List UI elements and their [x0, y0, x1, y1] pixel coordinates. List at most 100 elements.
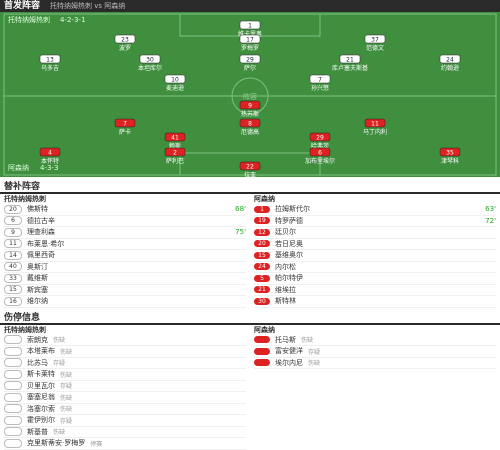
injury-row: 托马斯 伤缺	[254, 335, 496, 346]
player-number: 21	[346, 57, 354, 64]
player-name: 热苏斯	[241, 110, 259, 118]
sub-number: 5	[254, 274, 270, 282]
sub-name: 理查利森	[27, 228, 55, 237]
player-name: 孙兴慜	[311, 84, 329, 92]
sub-number: 9	[4, 227, 22, 237]
sub-name: 基维奥尔	[275, 251, 303, 260]
sub-name: 斯特林	[275, 297, 296, 306]
player-shirt	[139, 54, 161, 64]
player-name: 津琴科	[441, 157, 459, 165]
player-shirt	[239, 54, 261, 64]
player-shirt	[239, 161, 261, 171]
injury-status: 伤缺	[53, 429, 66, 437]
injury-name: 贝里瓦尔	[27, 381, 55, 390]
player-number: 29	[246, 57, 254, 64]
player-shirt	[364, 118, 386, 128]
player-number: 1	[248, 23, 252, 30]
injury-row: 富安健洋 存疑	[254, 346, 496, 358]
player-number: 17	[246, 37, 254, 44]
injury-name: 比苏马	[27, 358, 48, 367]
pitch-lines	[3, 13, 497, 176]
player-shirt	[239, 100, 261, 110]
player-name: 范德文	[366, 44, 384, 52]
player-number: 2	[173, 150, 177, 157]
player-shirt	[114, 118, 136, 128]
player-number: 37	[371, 37, 379, 44]
injury-icon	[4, 335, 22, 345]
injuries-title: 伤停信息	[0, 308, 500, 325]
player-name: 赖斯	[169, 142, 181, 150]
player-shirt	[39, 147, 61, 157]
sub-number: 20	[4, 204, 22, 214]
injury-name: 斯卡莱特	[27, 370, 55, 379]
injuries: 托特纳姆热刺 索朗克 伤缺 本塔莱布 伤缺 比苏马 存疑 斯卡莱特 伤缺 贝里瓦尔 存疑 塞塞尼翁 伤缺…	[0, 325, 500, 450]
injury-row: 比苏马 存疑	[4, 358, 246, 369]
sub-name: 戴维斯	[27, 274, 48, 283]
injury-icon	[4, 438, 22, 448]
injury-icon	[4, 427, 22, 437]
player-number: 30	[146, 57, 154, 64]
injury-name: 富安健洋	[275, 347, 303, 356]
sub-row: 14 佩里西奇	[4, 250, 246, 262]
player-number: 4	[48, 150, 52, 157]
injury-row: 贝里瓦尔 存疑	[4, 381, 246, 392]
sub-number: 30	[254, 297, 270, 305]
injury-column: 托特纳姆热刺 索朗克 伤缺 本塔莱布 伤缺 比苏马 存疑 斯卡莱特 伤缺 贝里瓦尔 存疑 塞塞尼翁 伤缺…	[0, 325, 250, 450]
sub-number: 33	[4, 273, 22, 283]
player-name: 马丁内利	[363, 128, 387, 136]
title: 首发阵容	[4, 1, 41, 11]
subtitle: 托特纳姆热刺 vs 阿森纳	[50, 2, 126, 10]
player-shirt	[239, 34, 261, 44]
player-name: 厄德高	[241, 128, 259, 136]
player-name: 本怀特	[41, 157, 59, 165]
player-name: 波罗	[119, 44, 131, 52]
injury-status: 伤缺	[301, 337, 314, 345]
sub-note: 72'	[485, 216, 496, 225]
injury-icon	[254, 347, 270, 355]
sub-name: 德拉古辛	[27, 216, 55, 225]
away-formation: 4-3-3	[40, 164, 58, 172]
injury-icon	[4, 358, 22, 368]
injury-status: 存疑	[53, 360, 66, 368]
player-name: 维卡里奥	[238, 30, 262, 38]
team-name: 托特纳姆热刺	[4, 195, 46, 203]
center-label: 阵容	[243, 92, 257, 101]
player-number: 13	[46, 57, 54, 64]
player-name: 哈弗茨	[311, 142, 329, 150]
player-shirt	[339, 54, 361, 64]
injury-name: 埃尔内尼	[275, 358, 303, 367]
injury-icon	[4, 369, 22, 379]
sub-name: 特罗萨德	[275, 216, 303, 225]
player-number: 22	[246, 164, 254, 171]
team-name: 托特纳姆热刺	[4, 325, 46, 334]
player-number: 35	[446, 150, 454, 157]
sub-row: 1 拉姆斯代尔 63'	[254, 204, 496, 216]
injury-status: 伤缺	[60, 348, 73, 356]
player-shirt	[239, 20, 261, 30]
player-shirt	[164, 74, 186, 84]
sub-name: 奥斯汀	[27, 262, 48, 271]
sub-name: 维尔纳	[27, 297, 48, 306]
sub-row: 19 特罗萨德 72'	[254, 216, 496, 227]
injury-name: 斯基普	[27, 427, 48, 436]
sub-row: 11 布莱恩·希尔	[4, 239, 246, 250]
injury-row: 斯基普 伤缺	[4, 427, 246, 438]
home-team: 托特纳姆热刺	[8, 15, 50, 24]
player-number: 9	[248, 103, 252, 110]
injury-icon	[4, 346, 22, 356]
player-name: 本坦库尔	[138, 64, 162, 72]
subs-title: 替补阵容	[0, 177, 500, 194]
player-number: 7	[318, 77, 322, 84]
sub-row: 15 斯宾塞	[4, 285, 246, 296]
team-name: 阿森纳	[254, 195, 275, 203]
player-number: 7	[123, 121, 127, 128]
player-name: 萨尔	[244, 64, 256, 72]
player-name: 约翰逊	[441, 64, 459, 72]
injury-row: 本塔莱布 伤缺	[4, 346, 246, 358]
player-number: 41	[171, 135, 179, 142]
sub-name: 内尔松	[275, 262, 296, 271]
injury-icon	[4, 392, 22, 402]
player-shirt	[164, 147, 186, 157]
